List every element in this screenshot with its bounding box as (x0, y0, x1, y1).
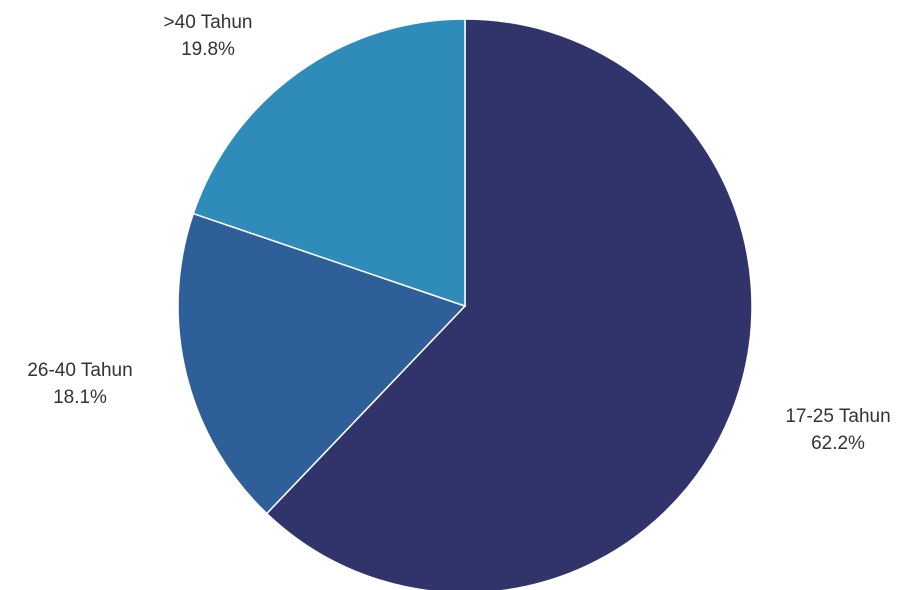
slice-percent-26-40: 18.1% (53, 387, 107, 408)
slice-percent-17-25: 62.2% (811, 433, 865, 454)
slice-label-17-25: 17-25 Tahun 62.2% (758, 403, 909, 457)
pie-slice-2 (192, 18, 466, 308)
slice-name-17-25: 17-25 Tahun (785, 406, 891, 427)
slice-label-over-40: >40 Tahun 19.8% (128, 9, 288, 63)
slice-name-over-40: >40 Tahun (163, 12, 253, 33)
slice-label-26-40: 26-40 Tahun 18.1% (0, 357, 160, 411)
slice-name-26-40: 26-40 Tahun (27, 360, 133, 381)
pie-slice-1 (177, 212, 467, 515)
slice-percent-over-40: 19.8% (181, 39, 235, 60)
pie-slice-0 (265, 18, 753, 590)
